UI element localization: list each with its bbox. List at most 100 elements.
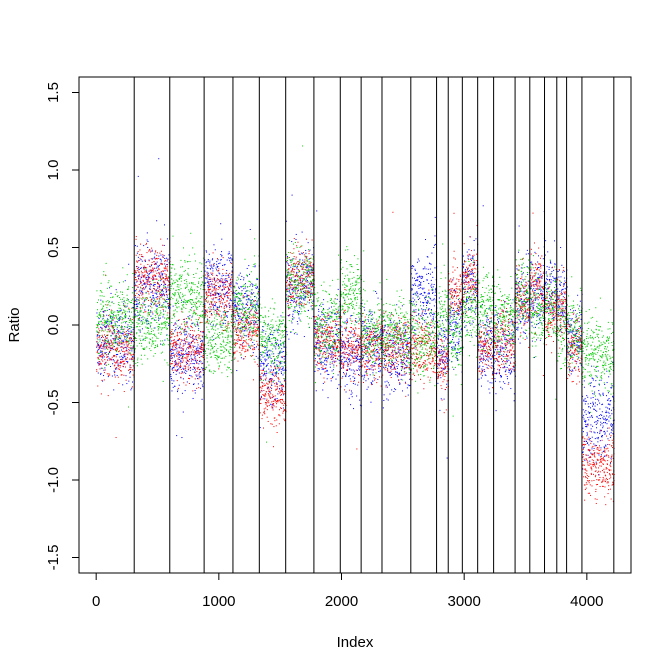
data-point xyxy=(470,299,472,301)
data-point xyxy=(149,277,151,279)
data-point xyxy=(177,391,179,393)
data-point xyxy=(114,338,116,340)
data-point xyxy=(278,353,280,355)
data-point xyxy=(606,415,608,417)
data-point xyxy=(146,282,148,284)
data-point xyxy=(238,274,240,276)
data-point xyxy=(138,317,140,319)
data-point xyxy=(423,305,425,307)
data-point xyxy=(105,327,107,329)
data-point xyxy=(238,304,240,306)
data-point xyxy=(537,267,539,269)
data-point xyxy=(289,278,291,280)
data-point xyxy=(185,361,187,363)
data-point xyxy=(164,339,166,341)
data-point xyxy=(497,339,499,341)
data-point xyxy=(183,344,185,346)
data-point xyxy=(448,320,450,322)
data-point xyxy=(259,374,261,376)
data-point xyxy=(423,280,425,282)
data-point xyxy=(165,279,167,281)
data-point xyxy=(183,339,185,341)
data-point xyxy=(122,350,124,352)
data-point xyxy=(457,343,459,345)
data-point xyxy=(180,361,182,363)
data-point xyxy=(295,238,297,240)
data-point xyxy=(450,289,452,291)
data-point xyxy=(155,262,157,264)
data-point xyxy=(532,306,534,308)
data-point xyxy=(393,363,395,365)
data-point xyxy=(187,326,189,328)
data-point xyxy=(105,325,107,327)
data-point xyxy=(231,270,233,272)
data-point xyxy=(387,326,389,328)
data-point xyxy=(564,283,566,285)
data-point xyxy=(242,306,244,308)
data-point xyxy=(153,267,155,269)
data-point xyxy=(223,264,225,266)
data-point xyxy=(188,382,190,384)
data-point xyxy=(265,349,267,351)
data-point xyxy=(429,297,431,299)
data-point xyxy=(135,288,137,290)
data-point xyxy=(491,354,493,356)
data-point xyxy=(278,344,280,346)
data-point xyxy=(268,368,270,370)
data-point xyxy=(473,249,475,251)
data-point xyxy=(328,324,330,326)
data-point xyxy=(579,300,581,302)
data-point xyxy=(148,260,150,262)
data-point xyxy=(584,403,586,405)
data-point xyxy=(405,329,407,331)
data-point xyxy=(316,323,318,325)
data-point xyxy=(429,273,431,275)
data-point xyxy=(164,224,166,226)
data-point xyxy=(157,286,159,288)
data-point xyxy=(171,379,173,381)
data-point xyxy=(314,370,316,372)
data-point xyxy=(163,283,165,285)
data-point xyxy=(99,368,101,370)
data-point xyxy=(452,309,454,311)
data-point xyxy=(255,287,257,289)
data-point xyxy=(417,276,419,278)
data-point xyxy=(137,251,139,253)
data-point xyxy=(239,308,241,310)
data-point xyxy=(419,287,421,289)
data-point xyxy=(275,372,277,374)
data-point xyxy=(256,286,258,288)
data-point xyxy=(506,353,507,355)
data-point xyxy=(259,363,261,365)
data-point xyxy=(499,347,501,349)
data-point xyxy=(480,357,482,359)
data-point xyxy=(368,311,370,313)
data-point xyxy=(100,373,102,375)
data-point xyxy=(343,366,345,368)
data-point xyxy=(154,263,156,265)
data-point xyxy=(169,355,171,357)
data-point xyxy=(585,440,587,442)
data-point xyxy=(592,403,594,405)
data-point xyxy=(160,258,162,260)
data-point xyxy=(594,432,596,434)
data-point xyxy=(107,324,109,326)
data-point xyxy=(399,329,401,331)
data-point xyxy=(149,289,151,291)
data-point xyxy=(488,357,490,359)
data-point xyxy=(117,363,119,365)
data-point xyxy=(269,391,271,393)
data-point xyxy=(417,279,419,281)
data-point xyxy=(168,302,170,304)
data-point xyxy=(170,373,172,375)
data-point xyxy=(592,396,594,398)
data-point xyxy=(431,299,433,301)
data-point xyxy=(131,334,133,336)
data-point xyxy=(185,372,187,374)
data-point xyxy=(188,351,190,353)
data-point xyxy=(415,273,417,275)
data-point xyxy=(559,328,561,330)
data-point xyxy=(189,345,191,347)
data-point xyxy=(373,369,375,371)
data-point xyxy=(315,390,317,392)
